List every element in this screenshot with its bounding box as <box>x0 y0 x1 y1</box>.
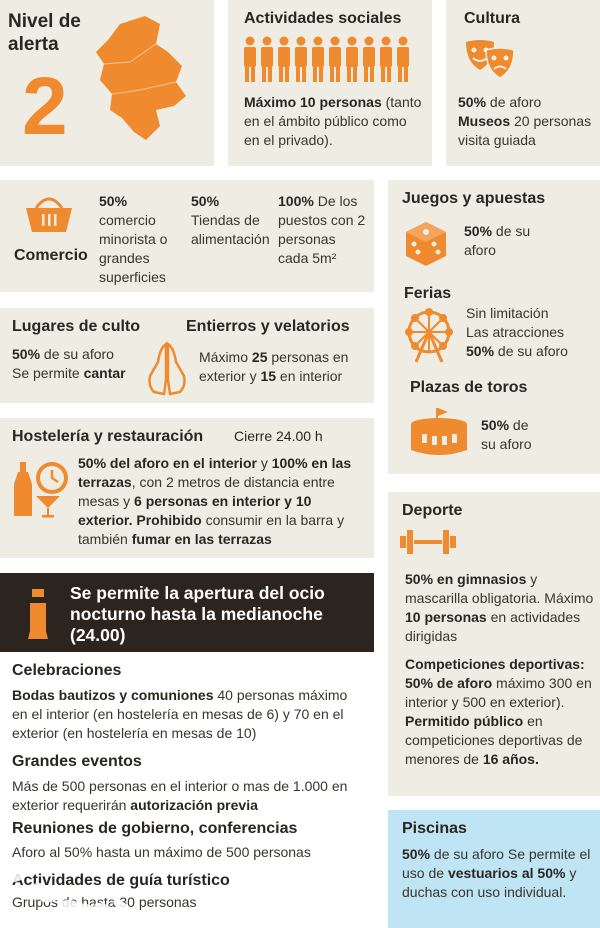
bullring-icon <box>411 408 467 455</box>
ocio-banner: Se permite la apertura del ocio nocturno… <box>0 573 374 652</box>
piscinas-text: 50% de su aforo Se permite el uso de ves… <box>402 846 591 900</box>
culto-entierros-panel: Lugares de culto 50% de su aforo Se perm… <box>0 308 374 403</box>
eventos-text: Más de 500 personas en el interior o mas… <box>12 778 348 813</box>
alerta-panel: Nivel de alerta 2 <box>0 0 214 166</box>
hosteleria-text: 50% del aforo en el interior y 100% en l… <box>78 455 352 547</box>
ferias-title: Ferias <box>404 285 452 302</box>
alerta-title: Nivel de alerta <box>8 11 81 55</box>
bottle-clock-icon <box>14 462 68 518</box>
alerta-level: 2 <box>22 61 68 152</box>
deporte-competiciones: Competiciones deportivas: 50% de aforo m… <box>405 656 592 767</box>
ferias-text: Sin limitación Las atracciones 50% de su … <box>466 305 568 359</box>
entierros-text: Máximo 25 personas en exterior y 15 en i… <box>199 349 349 384</box>
juegos-text: 50% de su aforo <box>464 223 531 258</box>
hosteleria-cierre: Cierre 24.00 h <box>234 428 323 444</box>
cultura-text: 50% de aforo Museos 20 personas visita g… <box>458 94 592 148</box>
cultura-title: Cultura <box>464 10 520 27</box>
entierros-title: Entierros y velatorios <box>186 318 350 335</box>
comercio-col2: 50% Tiendas de alimentación <box>191 193 270 247</box>
info-icon <box>28 589 48 639</box>
ferris-wheel-icon <box>405 308 453 363</box>
theater-masks-icon <box>466 40 515 79</box>
comercio-col3: 100% De los puestos con 2 personas cada … <box>278 193 366 266</box>
hosteleria-title: Hostelería y restauración <box>12 428 204 445</box>
comercio-col1: 50% comercio minorista o grandes superfic… <box>99 193 168 285</box>
praying-hands-icon <box>148 341 186 396</box>
actividades-text: Máximo 10 personas (tanto en el ámbito p… <box>244 94 422 148</box>
piscinas-title: Piscinas <box>402 820 467 837</box>
culto-text: 50% de su aforo Se permite cantar <box>12 346 126 381</box>
aragon-map-icon <box>96 16 186 140</box>
cultura-panel: Cultura 50% de aforo Museos 20 personas … <box>446 0 600 166</box>
culto-title: Lugares de culto <box>12 318 141 335</box>
guia-title: Actividades de guía turístico <box>12 872 230 889</box>
juegos-title: Juegos y apuestas <box>402 190 546 207</box>
actividades-title: Actividades sociales <box>244 10 402 27</box>
celebraciones-text: Bodas bautizos y comuniones 40 personas … <box>12 687 348 741</box>
people-icon <box>244 36 409 82</box>
comercio-label: Comercio <box>14 247 88 264</box>
eventos-title: Grandes eventos <box>12 753 142 770</box>
comercio-panel: Comercio 50% comercio minorista o grandes… <box>0 180 374 292</box>
toros-text: 50% de su aforo <box>481 417 532 452</box>
juegos-ferias-toros-panel: Juegos y apuestas 50% de su aforo Ferias… <box>388 180 600 474</box>
deporte-panel: Deporte 50% en gimnasios y mascarilla ob… <box>388 492 600 796</box>
deporte-text: 50% en gimnasios y mascarilla obligatori… <box>405 571 594 644</box>
ocio-text: Se permite la apertura del ocio nocturno… <box>70 583 325 645</box>
dice-icon <box>406 222 446 266</box>
basket-icon <box>26 197 72 232</box>
hosteleria-panel: Hostelería y restauración Cierre 24.00 h… <box>0 418 374 558</box>
toros-title: Plazas de toros <box>410 379 528 396</box>
actividades-panel: Actividades sociales Máximo 10 personas … <box>228 0 432 166</box>
dumbbell-icon <box>400 530 456 554</box>
reuniones-text: Aforo al 50% hasta un máximo de 500 pers… <box>12 844 311 860</box>
deporte-title: Deporte <box>402 502 463 519</box>
reuniones-title: Reuniones de gobierno, conferencias <box>12 820 298 837</box>
piscinas-panel: Piscinas 50% de su aforo Se permite el u… <box>388 810 600 928</box>
celebraciones-title: Celebraciones <box>12 662 122 679</box>
laurel-watermark-icon <box>11 869 131 914</box>
